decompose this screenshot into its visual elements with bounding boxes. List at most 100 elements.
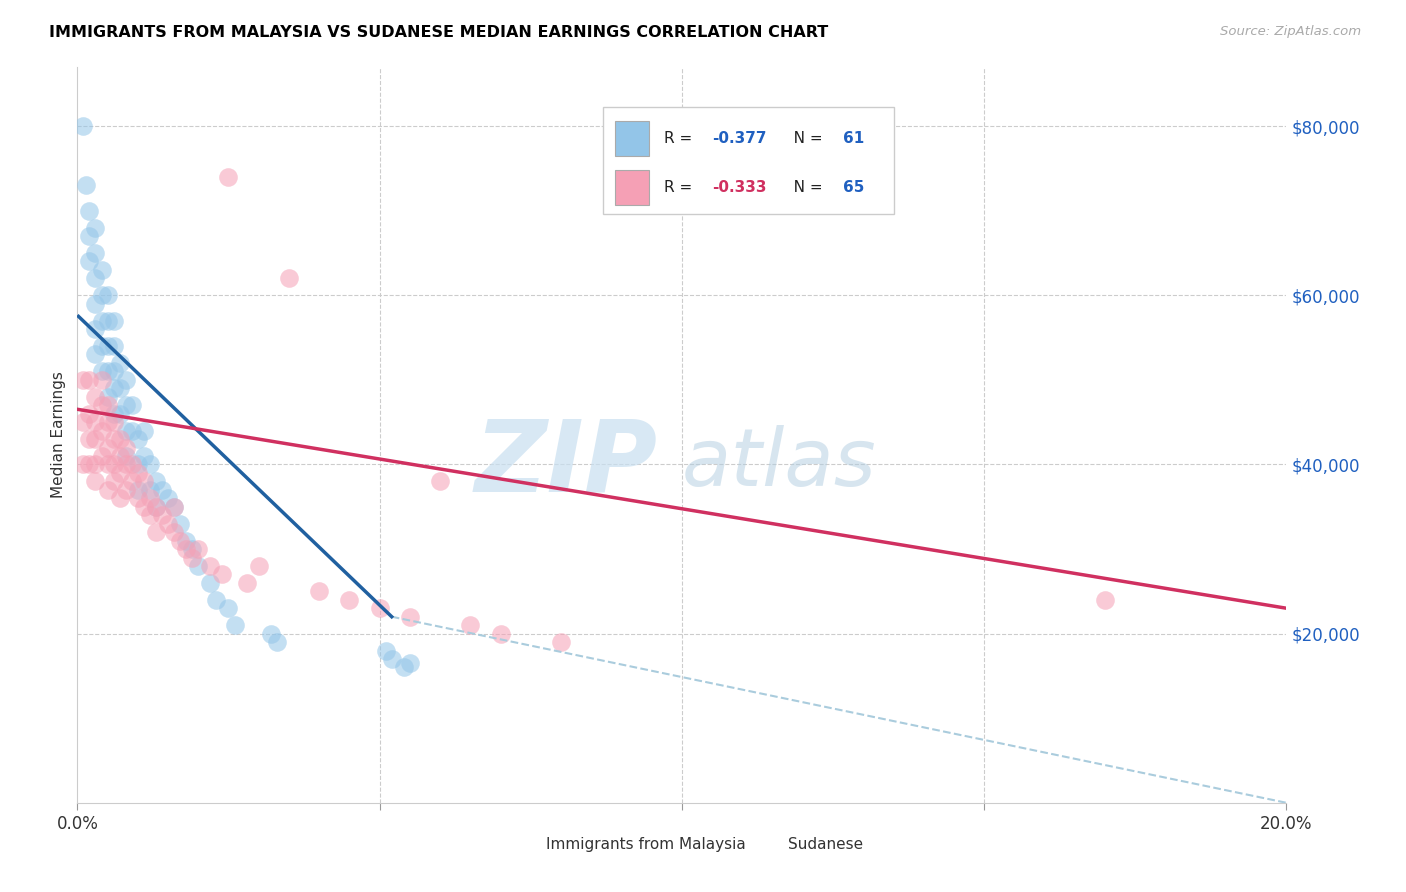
Point [108, 466, 131, 480]
Point [84, 415, 107, 429]
Text: Immigrants from Malaysia: Immigrants from Malaysia [547, 838, 747, 852]
Point [218, 601, 240, 615]
Point [96, 458, 118, 472]
Point [139, 508, 162, 523]
Point [96, 288, 118, 302]
Point [266, 635, 288, 649]
Point [84, 322, 107, 336]
Point [103, 458, 125, 472]
Point [247, 558, 270, 573]
Point [72, 458, 94, 472]
Point [84, 458, 107, 472]
Point [399, 657, 422, 671]
Point [163, 525, 186, 540]
Point [108, 491, 131, 506]
Point [150, 483, 173, 497]
Point [103, 475, 125, 489]
Text: atlas: atlas [682, 425, 877, 503]
Text: -0.377: -0.377 [713, 131, 766, 145]
Y-axis label: Median Earnings: Median Earnings [51, 371, 66, 499]
Point [96, 415, 118, 429]
Point [90, 449, 112, 463]
Text: IMMIGRANTS FROM MALAYSIA VS SUDANESE MEDIAN EARNINGS CORRELATION CHART: IMMIGRANTS FROM MALAYSIA VS SUDANESE MED… [49, 25, 828, 40]
Bar [755, 830, 782, 855]
Point [79, 203, 101, 218]
Point [114, 441, 136, 455]
Point [235, 575, 257, 590]
Point [84, 432, 107, 446]
Point [79, 254, 101, 268]
Point [181, 550, 204, 565]
Point [145, 500, 167, 514]
Point [108, 407, 131, 421]
Point [169, 533, 191, 548]
Point [90, 398, 112, 412]
Point [127, 458, 149, 472]
Point [337, 592, 360, 607]
Text: Sudanese: Sudanese [789, 838, 863, 852]
Point [108, 381, 131, 395]
Point [96, 441, 118, 455]
Point [218, 169, 240, 184]
Point [205, 592, 228, 607]
Point [308, 584, 330, 599]
Point [114, 398, 136, 412]
Bar [603, 107, 894, 214]
Point [114, 424, 136, 438]
Point [79, 458, 101, 472]
Point [108, 432, 131, 446]
Point [90, 373, 112, 387]
Text: N =: N = [779, 180, 827, 195]
Point [145, 525, 167, 540]
Point [114, 449, 136, 463]
Point [139, 458, 162, 472]
Point [103, 432, 125, 446]
Point [90, 364, 112, 378]
Point [368, 601, 391, 615]
Point [90, 288, 112, 302]
Point [127, 432, 149, 446]
Text: N =: N = [779, 131, 827, 145]
Point [96, 313, 118, 327]
Point [139, 483, 162, 497]
Text: -0.333: -0.333 [713, 180, 766, 195]
Point [96, 398, 118, 412]
Point [224, 618, 246, 632]
Point [174, 542, 197, 557]
Point [260, 626, 283, 640]
Point [150, 508, 173, 523]
Point [96, 364, 118, 378]
Point [489, 626, 512, 640]
Point [84, 390, 107, 404]
Point [121, 398, 143, 412]
Point [132, 475, 155, 489]
Point [132, 424, 155, 438]
Point [429, 475, 451, 489]
Text: ZIP: ZIP [475, 416, 658, 513]
Point [108, 356, 131, 370]
Point [108, 449, 131, 463]
Point [96, 339, 118, 353]
Point [103, 339, 125, 353]
Point [278, 271, 301, 285]
Point [103, 415, 125, 429]
Point [79, 373, 101, 387]
Point [79, 407, 101, 421]
Point [114, 458, 136, 472]
Point [163, 500, 186, 514]
Point [72, 415, 94, 429]
Text: 61: 61 [842, 131, 863, 145]
Point [121, 475, 143, 489]
Bar [513, 830, 540, 855]
Point [103, 313, 125, 327]
Point [187, 558, 209, 573]
Point [200, 558, 222, 573]
Point [72, 119, 94, 133]
Point [75, 178, 97, 193]
Point [145, 475, 167, 489]
Point [132, 500, 155, 514]
Point [458, 618, 481, 632]
Point [84, 246, 107, 260]
Point [211, 567, 233, 582]
Point [114, 373, 136, 387]
